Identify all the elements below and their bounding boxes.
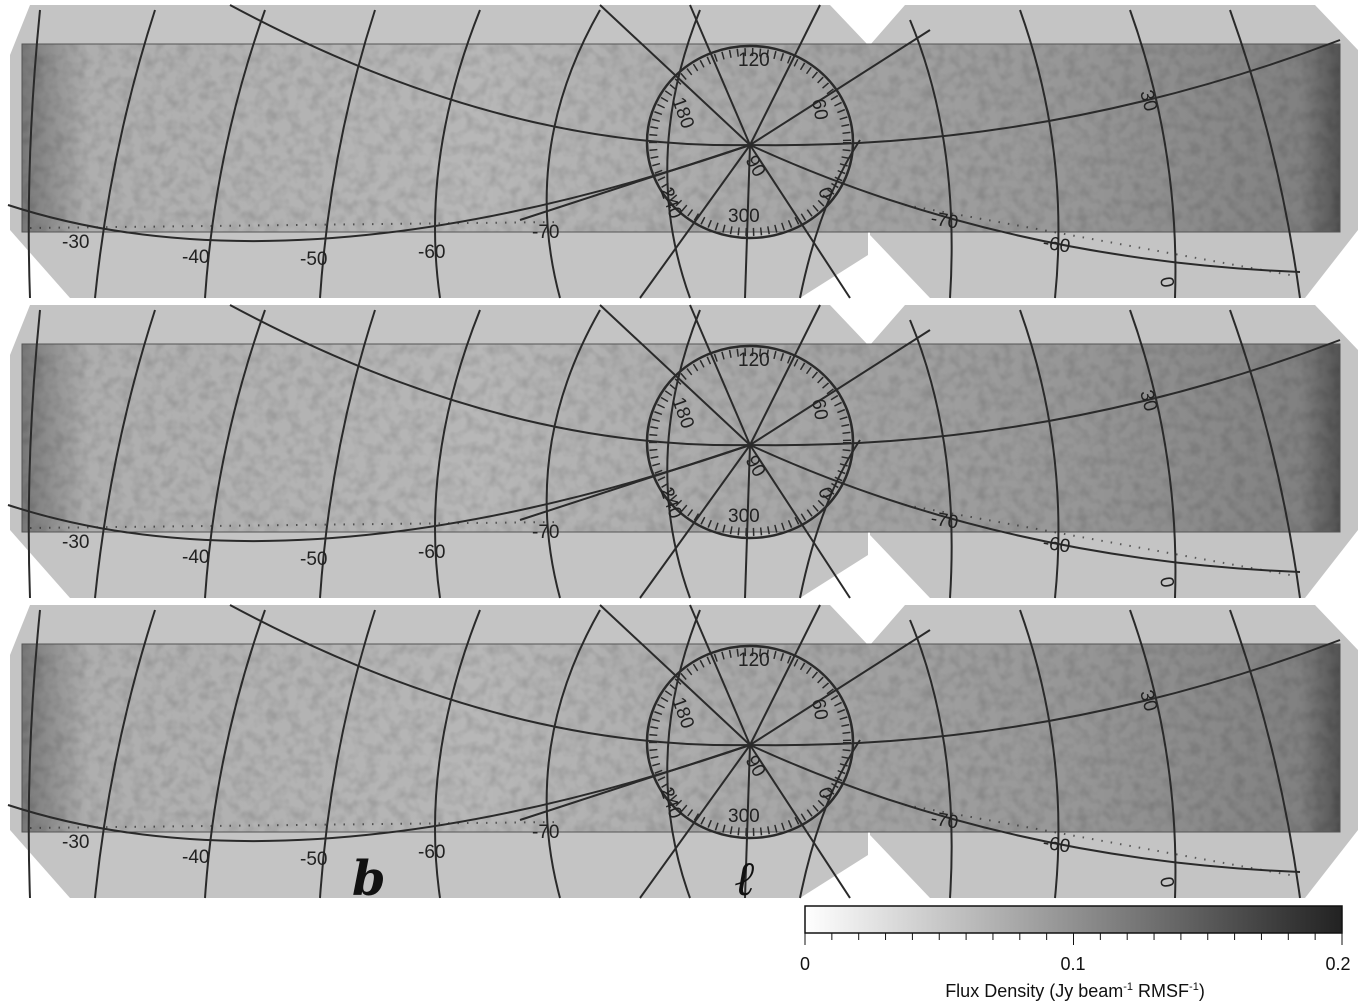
longitude-tick-label: 60 — [807, 697, 831, 721]
colorbar-mid-label: 0.1 — [1060, 954, 1085, 974]
latitude-tick-label: -60 — [1041, 232, 1072, 257]
panel-2 — [8, 305, 1358, 598]
latitude-tick-label: -30 — [62, 532, 89, 553]
latitude-tick-label: -60 — [1041, 832, 1072, 857]
colorbar-min-label: 0 — [800, 954, 810, 974]
panel-3 — [8, 605, 1358, 898]
latitude-tick-label: -60 — [418, 842, 445, 863]
longitude-tick-label: 300 — [728, 206, 760, 227]
longitude-tick-label: 300 — [728, 806, 760, 827]
latitude-tick-label: -60 — [1041, 532, 1072, 557]
latitude-tick-label: -30 — [62, 832, 89, 853]
longitude-tick-label: 120 — [738, 350, 770, 371]
colorbar: 0 0.1 0.2 Flux Density (Jy beam-1 RMSF-1… — [800, 905, 1351, 1001]
longitude-tick-label: 60 — [807, 97, 831, 121]
latitude-tick-label: -50 — [300, 549, 327, 570]
latitude-tick-label: 0 — [1155, 275, 1178, 289]
latitude-tick-label: 0 — [1155, 875, 1178, 889]
latitude-tick-label: -50 — [300, 849, 327, 870]
colorbar-ticks — [804, 933, 1343, 945]
latitude-tick-label: -30 — [62, 232, 89, 253]
colorbar-title: Flux Density (Jy beam-1 RMSF-1) — [945, 981, 1205, 1001]
latitude-tick-label: -40 — [182, 547, 209, 568]
latitude-tick-label: -70 — [929, 808, 960, 833]
latitude-tick-label: -40 — [182, 247, 209, 268]
longitude-tick-label: 120 — [738, 50, 770, 71]
latitude-tick-label: -40 — [182, 847, 209, 868]
latitude-tick-label: -70 — [532, 222, 559, 243]
latitude-tick-label: -60 — [418, 242, 445, 263]
latitude-tick-label: -70 — [929, 208, 960, 233]
colorbar-gradient — [804, 905, 1343, 934]
latitude-tick-label: -70 — [532, 522, 559, 543]
longitude-tick-label: 300 — [728, 506, 760, 527]
longitude-tick-label: 120 — [738, 650, 770, 671]
galactic-latitude-letter: b — [352, 851, 386, 907]
latitude-tick-label: -60 — [418, 542, 445, 563]
longitude-tick-label: 60 — [807, 397, 831, 421]
panel-1 — [8, 5, 1358, 298]
latitude-tick-label: -50 — [300, 249, 327, 270]
latitude-tick-label: 0 — [1155, 575, 1178, 589]
latitude-tick-label: -70 — [532, 822, 559, 843]
latitude-tick-label: -70 — [929, 508, 960, 533]
colorbar-max-label: 0.2 — [1325, 954, 1350, 974]
galactic-longitude-letter: ℓ — [735, 851, 756, 907]
